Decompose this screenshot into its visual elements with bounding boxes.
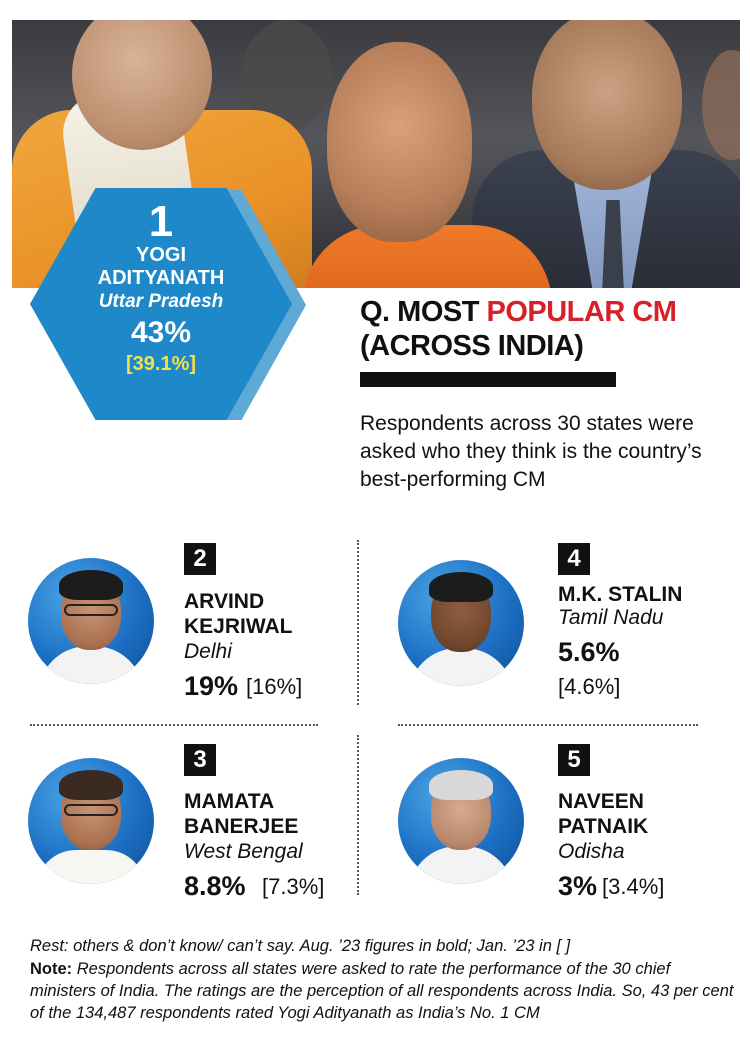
cm-name-line2: KEJRIWAL: [184, 615, 293, 638]
rank-number: 1: [148, 197, 174, 246]
right-figure-tie: [602, 200, 624, 288]
cm-state: Uttar Pradesh: [98, 291, 224, 312]
portrait-shoulders: [38, 646, 144, 684]
chart-subtitle: Respondents across 30 states were asked …: [360, 412, 702, 491]
cm-name-line1: ARVIND: [184, 590, 265, 613]
cm-jan-value: [16%]: [246, 674, 303, 699]
portrait-rank-5: [398, 758, 524, 884]
rank-1-hexagon: 1 YOGI ADITYANATH Uttar Pradesh 43% [39.…: [30, 188, 292, 420]
vertical-divider: [357, 735, 359, 895]
portrait-rank-3: [28, 758, 154, 884]
portrait-hair: [429, 572, 493, 602]
title-prefix: Q. MOST: [360, 296, 487, 328]
cm-jan-value: [7.3%]: [262, 874, 325, 899]
background-figure: [702, 50, 740, 160]
cm-name-line2: PATNAIK: [558, 815, 649, 838]
cm-jan-value: [3.4%]: [602, 874, 665, 899]
cm-state: West Bengal: [184, 840, 303, 863]
portrait-hair: [429, 770, 493, 800]
right-figure-head: [532, 20, 682, 190]
cm-name-line1: MAMATA: [184, 790, 275, 813]
rank-badge: 5: [558, 744, 590, 776]
portrait-rank-4: [398, 560, 524, 686]
footer-note: Note: Respondents across all states were…: [30, 958, 740, 1024]
title-underline-bar: [360, 372, 616, 387]
rank-badge: 4: [558, 543, 590, 575]
horizontal-divider: [30, 724, 318, 726]
footer-note-label: Note:: [30, 960, 73, 978]
title-highlight: POPULAR CM: [486, 296, 677, 328]
left-figure-head: [72, 20, 212, 150]
portrait-shoulders: [408, 648, 514, 686]
footer-note-text: Respondents across all states were asked…: [30, 960, 734, 1022]
rank-badge: 2: [184, 543, 216, 575]
portrait-glasses: [64, 804, 118, 816]
cm-aug-value: 19%: [184, 671, 239, 701]
portrait-hair: [59, 570, 123, 600]
cm-name-line2: BANERJEE: [184, 815, 299, 838]
cm-state: Tamil Nadu: [558, 606, 664, 629]
cm-name-line1: YOGI: [135, 244, 186, 266]
portrait-rank-2: [28, 558, 154, 684]
cm-state: Delhi: [184, 640, 232, 663]
center-figure-head: [327, 42, 472, 242]
cm-name-line1: NAVEEN: [558, 790, 644, 813]
cm-name-line1: M.K. STALIN: [558, 583, 683, 606]
cm-aug-value: 3%: [558, 871, 598, 901]
cm-aug-value: 8.8%: [184, 871, 246, 901]
portrait-shoulders: [408, 846, 514, 884]
cm-state: Odisha: [558, 840, 625, 863]
cm-aug-value: 5.6%: [558, 637, 620, 667]
portrait-glasses: [64, 604, 118, 616]
chart-title: Q. MOST POPULAR CM (ACROSS INDIA): [360, 295, 740, 363]
portrait-shoulders: [36, 850, 146, 884]
title-suffix: (ACROSS INDIA): [360, 330, 584, 362]
vertical-divider: [357, 540, 359, 705]
footer-rest-note: Rest: others & don’t know/ can’t say. Au…: [30, 937, 571, 955]
horizontal-divider: [398, 724, 698, 726]
rank-badge: 3: [184, 744, 216, 776]
hero-photo: [12, 20, 740, 288]
portrait-hair: [59, 770, 123, 800]
cm-jan-value: [39.1%]: [125, 353, 197, 375]
cm-name-line2: ADITYANATH: [97, 267, 225, 289]
cm-aug-value: 43%: [130, 316, 192, 349]
cm-jan-value: [4.6%]: [558, 674, 621, 699]
